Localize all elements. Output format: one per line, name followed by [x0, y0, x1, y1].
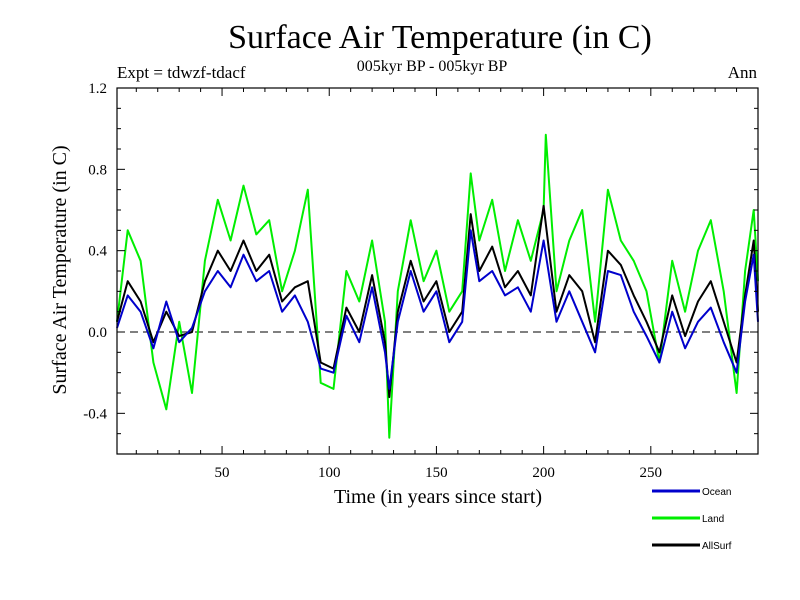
chart-title: Surface Air Temperature (in C)	[228, 19, 652, 56]
plot-layer: 50 100 150 200 250 -0.4 0.0 0.4 0.8 1.2	[83, 81, 759, 481]
legend-label-ocean: Ocean	[702, 487, 731, 498]
y-tick-label: 0.8	[88, 162, 107, 178]
y-tick-label: 1.2	[88, 81, 107, 97]
season-label: Ann	[728, 63, 758, 82]
x-tick-label: 250	[640, 465, 663, 481]
legend-label-land: Land	[702, 514, 724, 525]
x-axis-label: Time (in years since start)	[334, 486, 542, 508]
series-line-ocean	[116, 229, 759, 390]
y-tick-label: 0.4	[88, 244, 107, 260]
x-tick-label: 200	[532, 465, 555, 481]
y-tick-label: -0.4	[83, 406, 107, 422]
experiment-label: Expt = tdwzf-tdacf	[117, 63, 246, 82]
y-tick-label: 0.0	[88, 325, 107, 341]
x-tick-label: 50	[215, 465, 230, 481]
legend: Ocean Land AllSurf	[652, 487, 732, 552]
plot-frame	[116, 87, 759, 455]
x-tick-label: 150	[425, 465, 448, 481]
chart-subtitle: 005kyr BP - 005kyr BP	[357, 58, 508, 75]
y-axis-label: Surface Air Temperature (in C)	[49, 145, 71, 394]
legend-label-allsurf: AllSurf	[702, 541, 732, 552]
series-line-allsurf	[116, 204, 759, 399]
x-tick-label: 100	[318, 465, 341, 481]
